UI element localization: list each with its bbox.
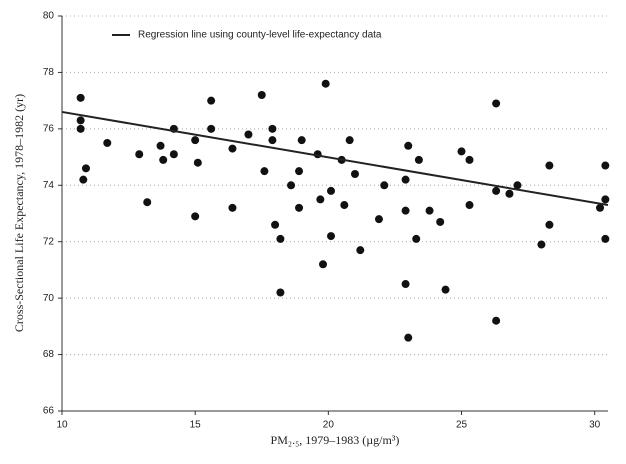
point bbox=[356, 246, 365, 255]
point bbox=[441, 285, 450, 294]
point bbox=[276, 288, 285, 297]
y-tick-label: 80 bbox=[43, 11, 55, 22]
point bbox=[601, 161, 610, 170]
x-tick-label: 30 bbox=[589, 420, 601, 431]
y-tick-label: 76 bbox=[43, 123, 55, 134]
y-tick-label: 66 bbox=[43, 406, 55, 417]
point bbox=[350, 170, 359, 178]
point bbox=[436, 217, 445, 226]
point bbox=[143, 198, 152, 207]
y-axis-label: Cross-Sectional Life Expectancy, 1978–19… bbox=[12, 94, 26, 332]
regression-line bbox=[61, 110, 609, 207]
point bbox=[321, 79, 330, 88]
point bbox=[404, 141, 413, 150]
y-tick-label: 74 bbox=[43, 180, 55, 191]
point bbox=[340, 201, 349, 210]
point bbox=[537, 240, 546, 249]
point bbox=[505, 189, 514, 198]
point bbox=[276, 234, 285, 243]
point bbox=[414, 155, 423, 164]
point bbox=[601, 234, 610, 243]
point bbox=[327, 186, 336, 195]
point bbox=[207, 124, 216, 133]
point bbox=[260, 167, 269, 176]
point bbox=[268, 136, 277, 145]
point bbox=[295, 167, 304, 176]
point bbox=[465, 155, 474, 164]
x-tick-label: 20 bbox=[323, 420, 335, 431]
point bbox=[244, 130, 253, 139]
point bbox=[412, 234, 421, 243]
point bbox=[169, 150, 178, 159]
point bbox=[287, 181, 296, 190]
point bbox=[316, 195, 325, 204]
y-tick-label: 78 bbox=[43, 67, 55, 78]
point bbox=[257, 91, 266, 99]
point bbox=[76, 124, 85, 133]
point bbox=[492, 186, 501, 195]
point bbox=[601, 195, 610, 204]
point bbox=[401, 175, 410, 184]
point bbox=[191, 136, 200, 145]
point bbox=[76, 93, 85, 102]
point bbox=[81, 164, 90, 173]
point bbox=[492, 316, 501, 325]
point bbox=[425, 206, 434, 215]
point bbox=[380, 181, 389, 190]
point bbox=[268, 124, 277, 133]
point bbox=[156, 141, 165, 150]
x-tick-label: 15 bbox=[190, 420, 202, 431]
x-tick-label: 25 bbox=[456, 420, 468, 431]
point bbox=[159, 155, 168, 164]
point bbox=[79, 175, 88, 184]
point bbox=[545, 161, 554, 170]
point bbox=[191, 212, 200, 221]
x-tick-label: 10 bbox=[56, 420, 68, 431]
point bbox=[457, 147, 466, 156]
point bbox=[545, 220, 554, 229]
point bbox=[319, 260, 328, 269]
y-tick-label: 72 bbox=[43, 236, 55, 247]
legend-label: Regression line using county-level life-… bbox=[138, 30, 382, 41]
point bbox=[327, 232, 336, 241]
point bbox=[295, 203, 304, 212]
point bbox=[404, 333, 413, 342]
point bbox=[345, 136, 354, 145]
point bbox=[492, 99, 501, 108]
point bbox=[596, 203, 605, 212]
point bbox=[135, 150, 144, 159]
point bbox=[207, 96, 216, 105]
point bbox=[103, 138, 112, 147]
point bbox=[465, 201, 474, 210]
point bbox=[401, 206, 410, 215]
point bbox=[374, 215, 383, 224]
point bbox=[228, 203, 237, 212]
point bbox=[513, 181, 522, 190]
point bbox=[193, 158, 202, 167]
y-tick-label: 68 bbox=[43, 349, 55, 360]
point bbox=[76, 116, 85, 125]
point bbox=[401, 280, 410, 289]
point bbox=[271, 220, 280, 229]
x-axis-label: PM₂.₅, 1979–1983 (µg/m³) bbox=[271, 433, 400, 447]
y-tick-label: 70 bbox=[43, 293, 55, 304]
point bbox=[228, 144, 237, 153]
point bbox=[297, 136, 306, 145]
